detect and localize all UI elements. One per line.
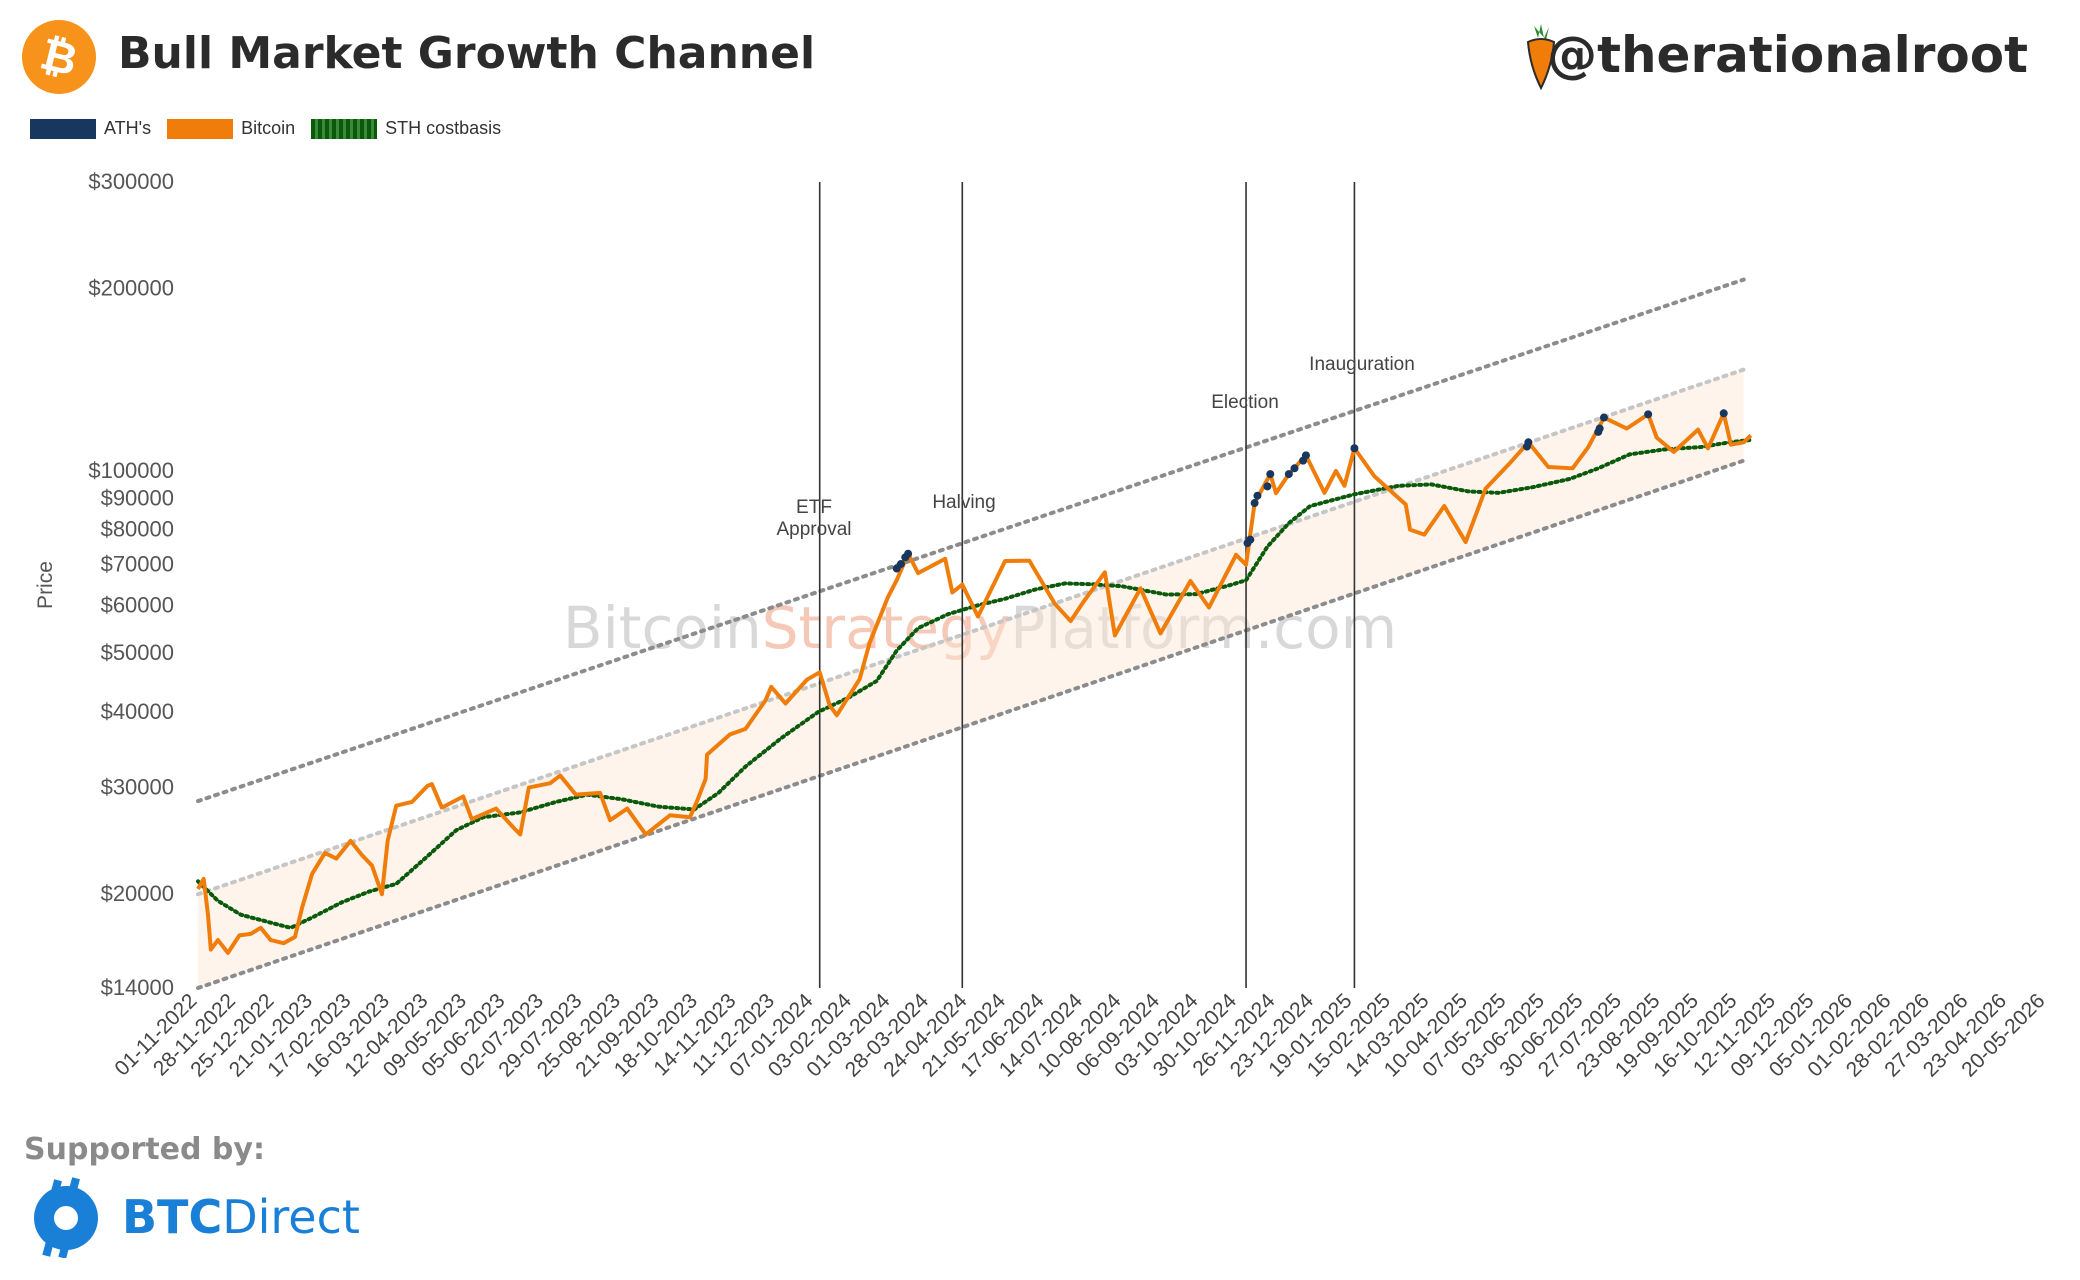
legend-item-bitcoin: Bitcoin (167, 118, 295, 139)
event-label-line: Approval (777, 519, 852, 540)
legend-item-sth: STH costbasis (311, 118, 501, 139)
event-label-line: ETF (796, 497, 832, 518)
legend-swatch-ath (30, 118, 96, 139)
supported-by-label: Supported by: (24, 1132, 265, 1167)
event-label-1: Halving (932, 492, 995, 513)
watermark-text: BitcoinStrategyPlatform.com (563, 594, 1397, 662)
ath-point (1599, 413, 1608, 422)
channel-lines (196, 277, 1746, 990)
brand-bold: BTC (122, 1190, 223, 1244)
watermark-part1: Bitcoin (563, 594, 762, 662)
ath-point (1253, 491, 1262, 500)
ath-point (1250, 499, 1259, 508)
ath-point (1719, 409, 1728, 418)
btcdirect-icon (30, 1176, 102, 1259)
y-tick-label: $70000 (101, 552, 174, 577)
y-tick-label: $60000 (101, 592, 174, 617)
y-axis-label: Price (34, 561, 57, 609)
ath-point (1595, 424, 1604, 433)
btcdirect-brand: BTCDirect (122, 1190, 360, 1244)
event-label-0: ETF Approval (777, 497, 852, 540)
event-label-line: Halving (932, 492, 995, 513)
y-tick-label: $50000 (101, 640, 174, 665)
y-tick-label: $100000 (88, 458, 174, 483)
y-tick-label: $14000 (101, 975, 174, 1000)
ath-point (904, 549, 913, 558)
ath-point (1524, 438, 1533, 447)
watermark: BitcoinStrategyPlatform.com (563, 594, 1397, 662)
ath-point (1290, 464, 1299, 473)
x-axis: 01-11-202228-11-202225-12-202221-01-2023… (110, 989, 2049, 1081)
event-label-line: Inauguration (1309, 354, 1415, 375)
ath-point (1350, 444, 1359, 453)
channel-lower-line (196, 458, 1746, 990)
y-axis: $14000 $20000 $30000 $40000 $50000 $60000 $700… (88, 169, 174, 1000)
y-tick-label: $30000 (101, 775, 174, 800)
page-title: Bull Market Growth Channel (118, 28, 816, 79)
ath-point (1246, 535, 1255, 544)
event-label-2: Election (1211, 392, 1279, 413)
ath-point (1301, 451, 1310, 460)
channel-shading (198, 369, 1744, 989)
channel-upper-line (196, 277, 1746, 804)
watermark-part3: Platform.com (1010, 594, 1397, 662)
y-tick-label: $80000 (101, 517, 174, 542)
legend: ATH's Bitcoin STH costbasis (30, 118, 517, 139)
y-tick-label: $300000 (88, 169, 174, 194)
series-bitcoin (196, 411, 1753, 955)
ath-point (1644, 410, 1653, 419)
series-sth-costbasis (196, 437, 1753, 930)
author-handle: @therationalroot (1547, 26, 2028, 84)
brand-rest: Direct (222, 1190, 360, 1244)
ath-point (1263, 482, 1272, 491)
y-tick-label: $20000 (101, 881, 174, 906)
y-tick-label: $200000 (88, 276, 174, 301)
legend-label-ath: ATH's (104, 118, 152, 138)
legend-label-bitcoin: Bitcoin (241, 118, 296, 138)
ath-point (1284, 470, 1293, 479)
channel-fill (198, 369, 1744, 989)
series-layer (196, 409, 1753, 955)
ath-point (896, 559, 905, 568)
legend-swatch-bitcoin (167, 118, 234, 139)
y-tick-label: $40000 (101, 699, 174, 724)
chart-area: BitcoinStrategyPlatform.com ETF Approval H… (34, 169, 2050, 1081)
event-label-line: Election (1211, 392, 1279, 413)
legend-label-sth: STH costbasis (385, 118, 502, 138)
legend-swatch-sth (311, 118, 378, 139)
carrot-icon (1522, 20, 1560, 91)
event-lines: ETF Approval Halving Election Inauguration (777, 182, 1415, 988)
channel-middle-line (196, 367, 1746, 897)
legend-item-ath: ATH's (30, 118, 151, 139)
event-label-3: Inauguration (1309, 354, 1415, 375)
bitcoin-icon: ₿ (22, 20, 96, 94)
ath-point (1266, 470, 1275, 479)
y-tick-label: $90000 (101, 486, 174, 511)
